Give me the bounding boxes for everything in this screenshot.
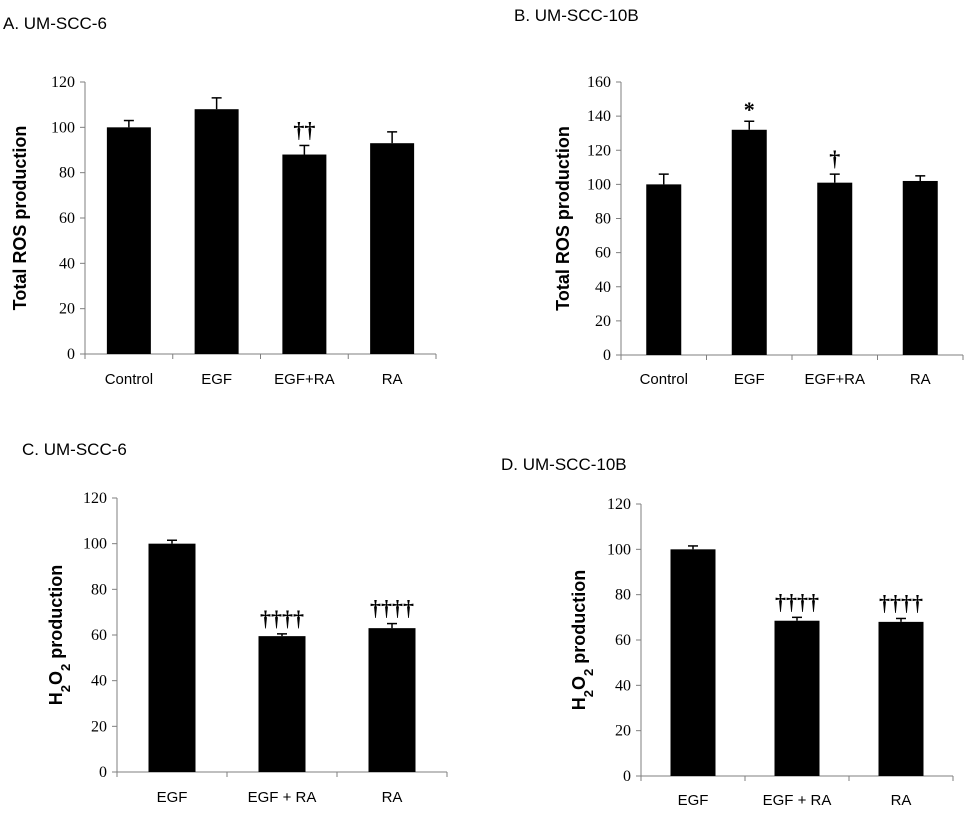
panel-c-bar <box>368 628 416 772</box>
panel-a-y-tick-label: 60 <box>59 210 75 227</box>
panel-b-y-tick-label: 100 <box>587 176 611 193</box>
panel-d-y-tick-label: 60 <box>615 632 631 649</box>
panel-c-bar <box>258 636 306 772</box>
panel-c-y-axis-label-part: 2 <box>58 685 73 692</box>
panel-d-y-tick-label: 40 <box>615 677 631 694</box>
panel-b-y-tick-label: 40 <box>595 279 611 296</box>
panel-c-y-tick-label: 80 <box>91 581 107 598</box>
panel-a-bar <box>106 127 151 354</box>
panel-b-y-tick-label: 20 <box>595 313 611 330</box>
panel-c-y-axis-label-part: O <box>46 671 66 685</box>
panel-b-category-label: RA <box>910 371 931 388</box>
panel-a-y-tick-label: 20 <box>59 301 75 318</box>
panel-b-bar <box>731 129 767 355</box>
panel-c-y-tick-label: 120 <box>83 490 107 507</box>
panel-c-bar <box>148 543 196 772</box>
panel-a-significance-label: †† <box>293 117 315 142</box>
panel-d-y-axis-label-part: O <box>569 676 589 690</box>
panel-a-bar <box>282 154 327 354</box>
panel-d-category-label: EGF <box>678 792 709 809</box>
panel-a-bar <box>370 143 415 354</box>
panel-c-y-tick-label: 0 <box>99 764 107 781</box>
panel-b-bar <box>902 180 938 355</box>
panel-a-y-axis-label: Total ROS production <box>10 126 30 311</box>
panel-d-significance-label: †††† <box>879 590 923 615</box>
panel-a-bar <box>194 109 239 354</box>
panel-c-y-axis-label-part: H <box>46 692 66 705</box>
panel-c-y-tick-label: 40 <box>91 673 107 690</box>
panel-b-significance-label: † <box>829 146 840 171</box>
panel-b-title: B. UM-SCC-10B <box>514 6 639 25</box>
panel-d-title: D. UM-SCC-10B <box>501 455 627 474</box>
panel-d-bar <box>878 621 924 776</box>
panel-c-y-tick-label: 100 <box>83 536 107 553</box>
panel-d-bar <box>670 549 716 776</box>
panel-c-y-axis-label: H2O2 production <box>46 565 73 705</box>
panel-c-category-label: EGF <box>157 789 188 806</box>
panel-c-significance-label: †††† <box>370 596 414 621</box>
panel-a-category-label: RA <box>382 371 403 388</box>
panel-d-y-axis-label-part: H <box>569 697 589 710</box>
panel-c-y-axis-label-part: production <box>46 565 66 664</box>
panel-c-title: C. UM-SCC-6 <box>22 440 127 459</box>
panel-b-y-tick-label: 0 <box>603 347 611 364</box>
panel-a-category-label: Control <box>105 371 153 388</box>
panel-d-y-axis-label: H2O2 production <box>569 570 596 710</box>
panel-d-significance-label: †††† <box>775 589 819 614</box>
panel-b-significance-label: * <box>744 97 755 122</box>
panel-b-category-label: Control <box>640 371 688 388</box>
panel-a-y-tick-label: 40 <box>59 255 75 272</box>
panel-d-y-tick-label: 100 <box>607 541 631 558</box>
panel-d-y-tick-label: 0 <box>623 768 631 785</box>
panel-b-bar <box>817 182 853 355</box>
panel-c-significance-label: †††† <box>260 606 304 631</box>
panel-a-y-tick-label: 0 <box>67 346 75 363</box>
panel-b-y-tick-label: 120 <box>587 142 611 159</box>
panel-c-y-axis-label-part: 2 <box>58 664 73 671</box>
panel-c-category-label: RA <box>382 789 403 806</box>
panel-d-category-label: EGF + RA <box>763 792 832 809</box>
panel-d-y-axis-label-part: 2 <box>581 669 596 676</box>
panel-c-category-label: EGF + RA <box>248 789 317 806</box>
panel-d-y-tick-label: 20 <box>615 723 631 740</box>
panel-a-y-tick-label: 80 <box>59 165 75 182</box>
panel-a-y-tick-label: 120 <box>51 74 75 91</box>
panel-b-category-label: EGF <box>734 371 765 388</box>
panel-b-y-tick-label: 60 <box>595 245 611 262</box>
panel-b-y-axis-label: Total ROS production <box>553 126 573 311</box>
panel-d-category-label: RA <box>891 792 912 809</box>
panel-b-bar <box>646 184 682 355</box>
panel-a-category-label: EGF <box>201 371 232 388</box>
panel-b-y-tick-label: 80 <box>595 211 611 228</box>
panel-d-y-axis-label-part: 2 <box>581 690 596 697</box>
panel-d-y-tick-label: 120 <box>607 496 631 513</box>
panel-a-title: A. UM-SCC-6 <box>3 14 107 33</box>
panel-c-y-tick-label: 60 <box>91 627 107 644</box>
panel-a-category-label: EGF+RA <box>274 371 334 388</box>
panel-b-y-tick-label: 160 <box>587 74 611 91</box>
panel-d-bar <box>774 620 820 776</box>
panel-c-y-tick-label: 20 <box>91 718 107 735</box>
panel-a-y-tick-label: 100 <box>51 119 75 136</box>
panel-d-y-axis-label-part: production <box>569 570 589 669</box>
panel-d-y-tick-label: 80 <box>615 587 631 604</box>
panel-b-y-tick-label: 140 <box>587 108 611 125</box>
panel-b-category-label: EGF+RA <box>805 371 865 388</box>
